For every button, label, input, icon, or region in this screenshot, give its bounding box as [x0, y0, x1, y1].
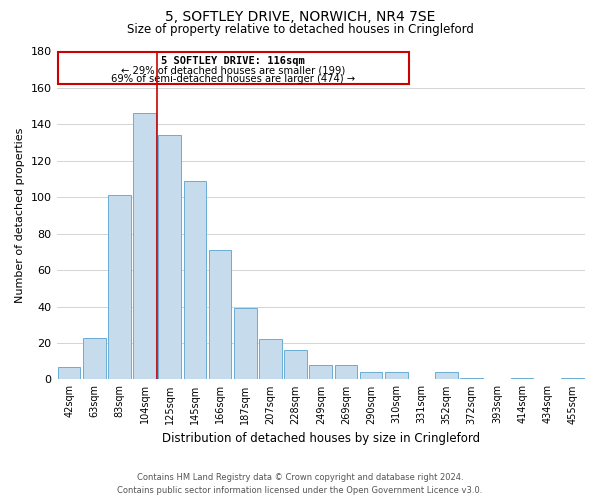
Bar [259, 340, 282, 380]
Y-axis label: Number of detached properties: Number of detached properties [15, 128, 25, 303]
Bar [335, 365, 357, 380]
Bar [310, 365, 332, 380]
Text: 5 SOFTLEY DRIVE: 116sqm: 5 SOFTLEY DRIVE: 116sqm [161, 56, 305, 66]
Bar [460, 378, 483, 380]
Bar [108, 196, 131, 380]
Text: ← 29% of detached houses are smaller (199): ← 29% of detached houses are smaller (19… [121, 65, 346, 75]
Bar [435, 372, 458, 380]
Bar [360, 372, 382, 380]
Bar [385, 372, 407, 380]
Bar [184, 181, 206, 380]
Bar [133, 114, 156, 380]
Bar [83, 338, 106, 380]
Bar [58, 366, 80, 380]
Bar [209, 250, 232, 380]
Text: Size of property relative to detached houses in Cringleford: Size of property relative to detached ho… [127, 22, 473, 36]
Text: 5, SOFTLEY DRIVE, NORWICH, NR4 7SE: 5, SOFTLEY DRIVE, NORWICH, NR4 7SE [165, 10, 435, 24]
X-axis label: Distribution of detached houses by size in Cringleford: Distribution of detached houses by size … [162, 432, 480, 445]
Bar [561, 378, 584, 380]
Bar [158, 136, 181, 380]
Bar [511, 378, 533, 380]
Text: Contains HM Land Registry data © Crown copyright and database right 2024.
Contai: Contains HM Land Registry data © Crown c… [118, 473, 482, 495]
Bar [284, 350, 307, 380]
FancyBboxPatch shape [58, 52, 409, 84]
Text: 69% of semi-detached houses are larger (474) →: 69% of semi-detached houses are larger (… [111, 74, 355, 85]
Bar [234, 308, 257, 380]
